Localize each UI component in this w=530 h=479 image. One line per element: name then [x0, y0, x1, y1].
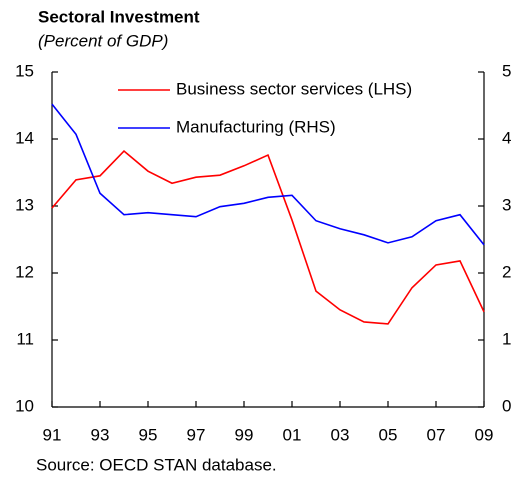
x-tick-label: 03: [331, 425, 350, 444]
y-tick-label: 11: [16, 329, 34, 348]
y2-tick-label: 1: [502, 329, 511, 348]
x-tick-label: 01: [283, 425, 302, 444]
y-tick-label: 10: [15, 396, 34, 415]
legend-label: Business sector services (LHS): [176, 79, 412, 98]
y2-tick-label: 2: [502, 262, 511, 281]
x-tick-label: 99: [235, 425, 254, 444]
y-tick-label: 13: [15, 195, 34, 214]
x-tick-label: 93: [91, 425, 110, 444]
series-line: [51, 103, 485, 246]
chart-title: Sectoral Investment: [38, 7, 200, 26]
y-tick-label: 14: [15, 128, 34, 147]
x-tick-label: 09: [475, 425, 494, 444]
x-tick-label: 97: [187, 425, 206, 444]
source-note: Source: OECD STAN database.: [36, 455, 277, 474]
x-tick-label: 05: [379, 425, 398, 444]
y-tick-label: 15: [15, 61, 34, 80]
y-tick-label: 12: [15, 262, 34, 281]
x-tick-label: 91: [43, 425, 62, 444]
y2-tick-label: 3: [502, 195, 511, 214]
chart-subtitle: (Percent of GDP): [38, 31, 168, 50]
x-tick-label: 95: [139, 425, 158, 444]
y2-tick-label: 0: [502, 396, 511, 415]
legend-label: Manufacturing (RHS): [176, 117, 336, 136]
series-line: [51, 149, 485, 325]
y2-tick-label: 5: [502, 61, 511, 80]
x-tick-label: 07: [427, 425, 446, 444]
y2-tick-label: 4: [502, 128, 511, 147]
